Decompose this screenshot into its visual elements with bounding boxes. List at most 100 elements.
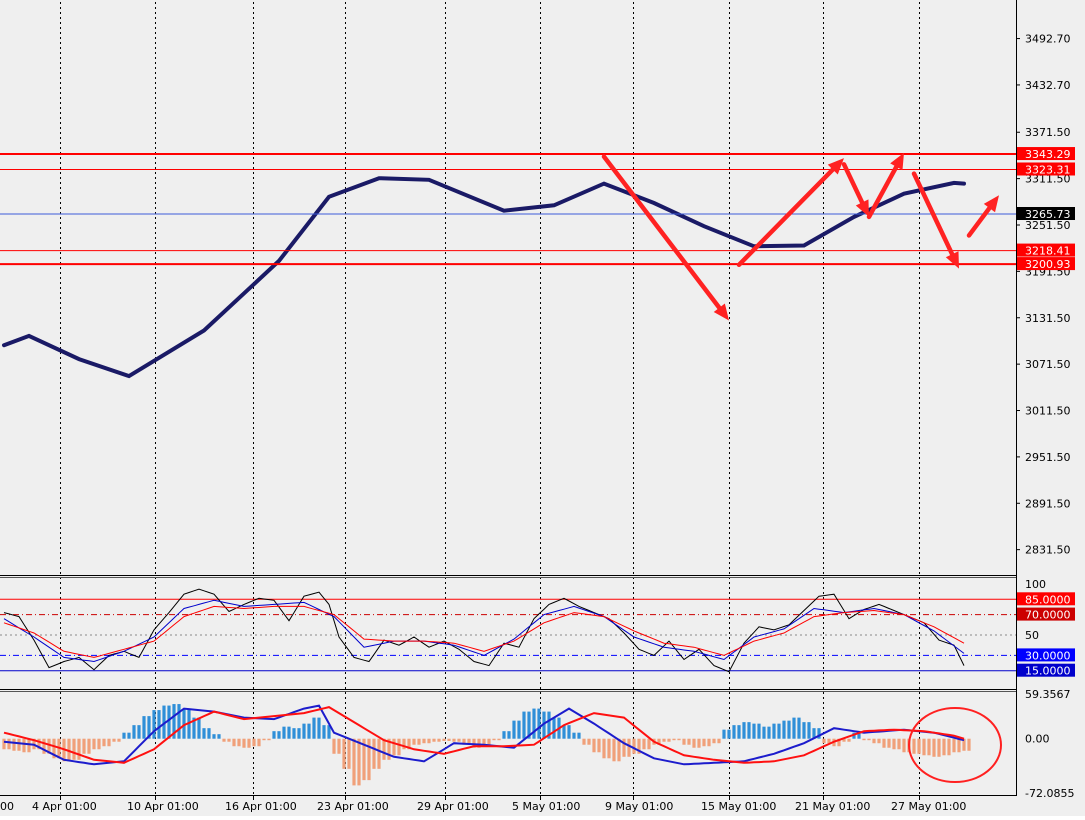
- price-tick-label-8: 3011.50: [1025, 405, 1071, 418]
- histogram-bar-14-0: [142, 716, 146, 739]
- time-tick-label-3: 23 Apr 01:00: [317, 800, 389, 813]
- histogram-bar-23-0: [232, 738, 236, 747]
- trend-arrow-head-5: [983, 195, 999, 213]
- histogram-bar-45-0: [452, 738, 456, 742]
- histogram-bar-75-0: [752, 723, 756, 739]
- histogram-bar-86-1: [867, 738, 871, 741]
- histogram-bar-26-1: [267, 738, 271, 741]
- histogram-bar-38-1: [387, 738, 391, 760]
- trend-arrow-shaft-5: [966, 205, 992, 238]
- histogram-bar-17-1: [177, 704, 181, 739]
- histogram-bar-13-1: [137, 725, 141, 739]
- histogram-bar-7-1: [77, 738, 81, 760]
- price-axis-background: [1016, 0, 1085, 816]
- oscillator-level-label-2: 30.0000: [1025, 649, 1071, 662]
- histogram-bar-62-0: [622, 738, 626, 757]
- price-level-tag-2: [1017, 243, 1075, 257]
- histogram-bar-95-1: [957, 738, 961, 753]
- slow-ma-group: [2, 176, 966, 379]
- histogram-bar-54-0: [542, 711, 546, 739]
- histogram-bar-12-0: [122, 732, 126, 739]
- histogram-bar-92-0: [922, 738, 926, 756]
- histogram-bar-22-0: [222, 738, 226, 742]
- histogram-bar-31-1: [317, 717, 321, 739]
- time-tick-label-2: 16 Apr 01:00: [225, 800, 297, 813]
- histogram-bar-25-1: [257, 738, 261, 747]
- histogram-bar-84-1: [847, 738, 851, 742]
- histogram-bar-41-1: [417, 738, 421, 745]
- histogram-bar-74-0: [742, 722, 746, 739]
- price-tick-label-0: 3492.70: [1025, 33, 1071, 46]
- histogram-bar-5-0: [52, 738, 56, 759]
- price-level-label-3: 3200.93: [1025, 258, 1071, 271]
- time-tick-label-8: 21 May 01:00: [795, 800, 870, 813]
- histogram-bar-61-0: [612, 738, 616, 762]
- price-tick-label-2: 3371.50: [1025, 126, 1071, 139]
- histogram-bar-62-1: [627, 738, 631, 757]
- histogram-bar-43-1: [437, 738, 441, 742]
- price-level-tag-0: [1017, 147, 1075, 161]
- histogram-bar-37-1: [377, 738, 381, 769]
- oscillator-level-tag-0: [1017, 592, 1075, 606]
- histogram-bar-81-0: [812, 728, 816, 739]
- slow-moving-average: [2, 176, 966, 379]
- histogram-bar-35-1: [357, 738, 361, 786]
- histogram-bar-3-1: [37, 738, 41, 750]
- histogram-bar-71-1: [717, 738, 721, 744]
- histogram-bar-79-0: [792, 717, 796, 739]
- histogram-line-0: [3, 704, 965, 766]
- histogram-bar-70-1: [707, 738, 711, 747]
- histogram-bar-91-1: [917, 738, 921, 754]
- price-tick-label-10: 2891.50: [1025, 497, 1071, 510]
- price-level-label-4: 3265.73: [1025, 208, 1071, 221]
- histogram-bar-52-1: [527, 711, 531, 739]
- histogram-bar-13-0: [132, 725, 136, 739]
- price-tick-label-9: 2951.50: [1025, 451, 1071, 464]
- histogram-bar-49-1: [497, 738, 501, 741]
- histogram-bar-27-0: [272, 731, 276, 739]
- time-axis: 00 4 Apr 01:00 10 Apr 01:00 16 Apr 01:00 23 …: [0, 796, 966, 813]
- histogram-bar-34-1: [347, 738, 351, 769]
- histogram-bar-82-1: [827, 738, 831, 744]
- oscillator-line-0: [3, 588, 965, 673]
- histogram-bar-59-1: [597, 738, 601, 753]
- histogram-bar-78-0: [782, 720, 786, 739]
- histogram-bar-79-1: [797, 717, 801, 739]
- histogram-bar-77-0: [772, 723, 776, 739]
- histogram-bar-75-1: [757, 723, 761, 739]
- histogram-bar-76-0: [762, 726, 766, 739]
- histogram-bar-96-1: [967, 738, 971, 751]
- histogram-bar-85-1: [857, 732, 861, 739]
- histogram-bar-69-1: [697, 738, 701, 748]
- trend-arrow-head-0: [713, 303, 729, 321]
- histogram-bar-33-1: [337, 738, 341, 754]
- histogram-bar-29-0: [292, 728, 296, 739]
- histogram-bar-39-0: [392, 738, 396, 756]
- trend-arrow-shaft-4: [911, 171, 955, 257]
- histogram-bar-64-0: [642, 738, 646, 750]
- oscillator-line-1: [3, 599, 965, 663]
- histogram-bar-10-1: [107, 738, 111, 747]
- histogram-bar-44-1: [447, 738, 451, 741]
- histogram-tick-label-2: -72.0855: [1025, 787, 1074, 800]
- histogram-bar-89-0: [892, 738, 896, 750]
- time-tick-label-5: 5 May 01:00: [512, 800, 580, 813]
- histogram-bar-10-0: [102, 738, 106, 747]
- histogram-bar-25-0: [252, 738, 256, 747]
- histogram-bar-46-0: [462, 738, 466, 745]
- histogram-bar-17-0: [172, 704, 176, 739]
- vertical-grid: [60, 2, 920, 795]
- histogram-bar-16-1: [167, 705, 171, 739]
- price-level-label-2: 3218.41: [1025, 245, 1071, 258]
- histogram-bar-66-0: [662, 738, 666, 742]
- histogram-bar-95-0: [952, 738, 956, 753]
- histogram-bar-12-1: [127, 732, 131, 739]
- histogram-bar-74-1: [747, 722, 751, 739]
- price-tick-label-7: 3071.50: [1025, 358, 1071, 371]
- histogram-bar-63-0: [632, 738, 636, 754]
- oscillator-level-tag-3: [1017, 663, 1075, 677]
- price-level-tag-3: [1017, 257, 1075, 271]
